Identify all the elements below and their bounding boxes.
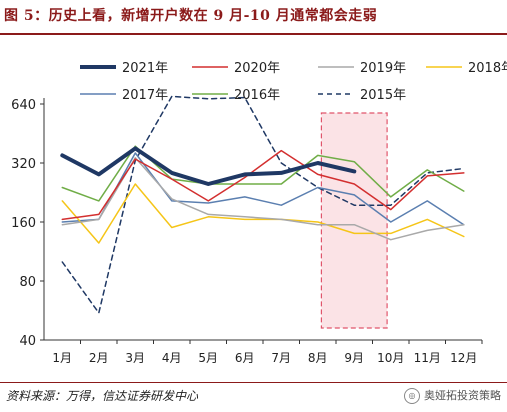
highlight-box: [320, 112, 388, 329]
axis-layer: 40 80 160 320 640 1月 2月 3月 4月 5月 6月 7月 8月 9月 10月 11月 12月: [11, 98, 483, 365]
x-tick-label: 9月: [344, 351, 364, 365]
legend-label: 2017年: [122, 88, 168, 103]
y-tick-label: 40: [19, 334, 36, 349]
source-note: 资料来源：万得，信达证券研发中心: [6, 389, 199, 403]
legend-item: 2018年: [426, 61, 507, 76]
x-tick-label: 4月: [162, 351, 182, 365]
x-tick-label: 7月: [271, 351, 291, 365]
series-line-2015年: [61, 95, 465, 314]
x-tick-label: 12月: [450, 351, 477, 365]
legend-label: 2018年: [468, 61, 507, 76]
figure-title: 图 5：历史上看，新增开户数在 9 月-10 月通常都会走弱: [4, 8, 378, 24]
series-layer: [60, 95, 465, 314]
y-tick-label: 160: [11, 216, 36, 231]
x-tick-label: 8月: [308, 351, 328, 365]
legend-label: 2021年: [122, 61, 168, 76]
watermark: ◎ 奥娅拓投资策略: [404, 386, 501, 406]
source-divider: [0, 382, 507, 383]
x-tick-label: 11月: [414, 351, 441, 365]
legend-label: 2020年: [234, 61, 280, 76]
legend-item: 2021年: [80, 61, 168, 76]
x-tick-label: 5月: [198, 351, 218, 365]
legend-item: 2015年: [318, 88, 406, 103]
legend-label: 2015年: [360, 88, 406, 103]
series-line-2018年: [61, 183, 465, 244]
y-tick-label: 640: [11, 98, 36, 113]
x-tick-label: 2月: [89, 351, 109, 365]
legend: 2021年 2020年 2019年 2018年 2017年 2016年 2015年: [80, 61, 507, 103]
y-tick-label: 320: [11, 157, 36, 172]
legend-item: 2016年: [192, 88, 280, 103]
legend-label: 2016年: [234, 88, 280, 103]
legend-label: 2019年: [360, 61, 406, 76]
series-line-2017年: [61, 152, 465, 226]
legend-item: 2019年: [318, 61, 406, 76]
x-tick-label: 3月: [125, 351, 145, 365]
highlight-layer: [320, 112, 388, 329]
y-tick-label: 80: [19, 275, 36, 290]
legend-item: 2017年: [80, 88, 168, 103]
watermark-text: 奥娅拓投资策略: [424, 389, 501, 402]
series-line-2020年: [61, 149, 465, 221]
line-chart: 40 80 160 320 640 1月 2月 3月 4月 5月 6月 7月 8月 9月 10月 11月 12月…: [11, 61, 507, 365]
x-tick-label: 1月: [52, 351, 72, 365]
x-tick-label: 10月: [377, 351, 404, 365]
legend-item: 2020年: [192, 61, 280, 76]
wechat-icon: ◎: [404, 388, 420, 404]
series-line-2021年: [60, 146, 357, 186]
series-line-2016年: [61, 145, 465, 202]
title-divider: [0, 33, 507, 35]
x-tick-label: 6月: [235, 351, 255, 365]
